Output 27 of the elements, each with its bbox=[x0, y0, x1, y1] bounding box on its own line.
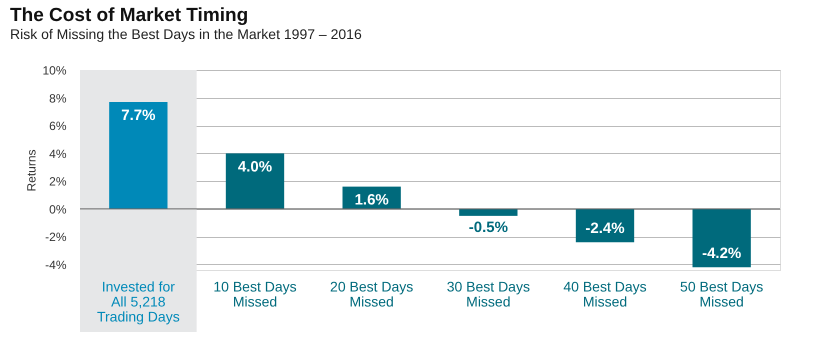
data-label: 4.0% bbox=[238, 158, 272, 176]
bar bbox=[692, 208, 751, 268]
bar bbox=[459, 208, 518, 216]
data-label: -4.2% bbox=[702, 245, 742, 262]
chart-title: The Cost of Market Timing bbox=[10, 5, 248, 26]
data-label: 1.6% bbox=[354, 192, 389, 209]
y-tick-label: 10% bbox=[42, 64, 67, 78]
bar bbox=[109, 102, 168, 209]
y-tick-label: 2% bbox=[49, 174, 67, 189]
data-label: 7.7% bbox=[121, 106, 156, 124]
y-tick-label: 0% bbox=[49, 202, 67, 216]
y-tick-label: -2% bbox=[45, 230, 67, 244]
y-tick-label: 6% bbox=[49, 119, 67, 134]
x-tick-label: 10 Best Days Missed bbox=[213, 278, 297, 310]
chart-subtitle: Risk of Missing the Best Days in the Market 1997 – 2016 bbox=[10, 26, 362, 42]
data-label: -0.5% bbox=[468, 218, 508, 236]
bar bbox=[226, 153, 284, 209]
y-tick-label: 8% bbox=[49, 91, 67, 106]
x-tick-label: 20 Best Days Missed bbox=[330, 278, 414, 310]
x-tick-label: 50 Best Days Missed bbox=[680, 278, 764, 310]
y-axis-title: Returns bbox=[24, 149, 38, 192]
x-tick-label: 30 Best Days Missed bbox=[446, 278, 530, 310]
x-tick-label: 40 Best Days Missed bbox=[563, 278, 647, 310]
y-tick-label: -4% bbox=[45, 258, 67, 272]
x-tick-label: Invested for All 5,218 Trading Days bbox=[96, 278, 180, 324]
y-tick-label: 4% bbox=[49, 146, 67, 161]
data-label: -2.4% bbox=[585, 220, 625, 238]
